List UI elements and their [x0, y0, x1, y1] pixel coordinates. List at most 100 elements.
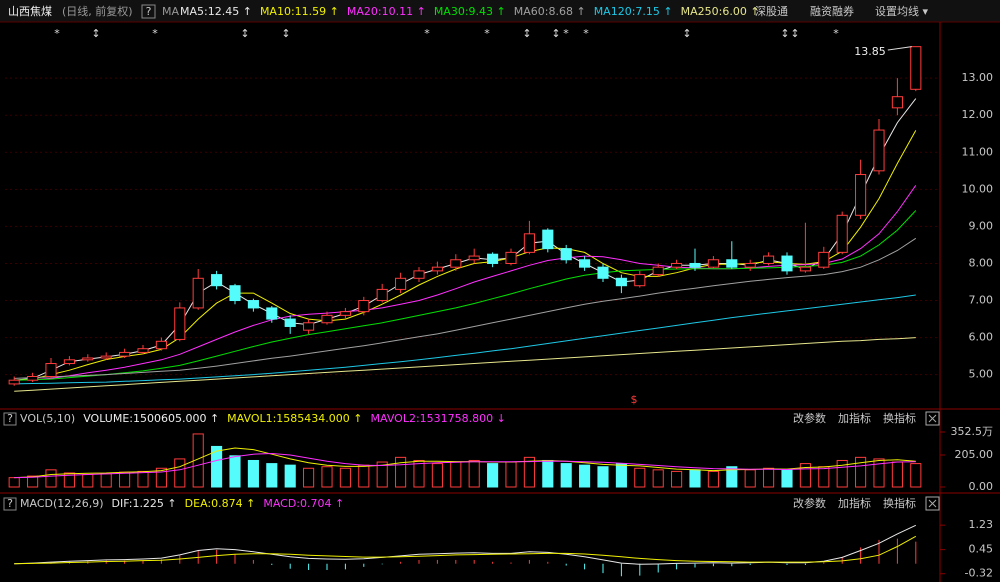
help[interactable]: ? — [7, 497, 13, 510]
event-marker: * — [833, 27, 839, 40]
candle-body — [174, 307, 186, 340]
candle-body — [505, 251, 517, 264]
candle-body — [799, 266, 811, 272]
button[interactable]: 设置均线 ▾ — [875, 4, 928, 18]
legend-entry: MA120:7.15 ↑ — [594, 5, 673, 18]
legend-entry: MA10:11.59 ↑ — [260, 5, 339, 18]
volume-bar — [119, 471, 131, 488]
panel-button[interactable]: 换指标 — [883, 496, 916, 510]
close-box[interactable] — [925, 411, 940, 426]
candle-body — [192, 277, 204, 309]
help-box[interactable] — [141, 4, 156, 19]
event-marker: * — [563, 27, 569, 40]
volume-bar — [27, 475, 39, 488]
help-box[interactable] — [3, 412, 17, 426]
volume-bar — [634, 467, 646, 488]
help[interactable]: ? — [7, 412, 13, 425]
y-tick-label: 6.00 — [969, 331, 994, 344]
candle-body — [487, 253, 499, 264]
volume-bar — [560, 463, 572, 488]
volume-bar — [450, 461, 462, 488]
legend-entry: DIF:1.225 ↑ — [112, 497, 177, 510]
candle-body — [855, 174, 867, 216]
volume-bar — [303, 467, 315, 488]
volume-bar — [100, 473, 112, 488]
y-tick-label: 10.00 — [962, 182, 994, 195]
y-tick-label: 11.00 — [962, 145, 994, 158]
volume-bar — [192, 433, 204, 488]
panel-subtitle: VOLUME:1500605.000 ↑ — [83, 412, 219, 425]
legend-entry: MAVOL1:1585434.000 ↑ — [227, 412, 362, 425]
max-label: 13.85 — [854, 45, 886, 58]
event-marker: * — [152, 27, 158, 40]
volume-bar — [211, 445, 223, 488]
button[interactable]: 深股通 — [755, 5, 788, 18]
volume-bar — [155, 467, 167, 488]
volume-bar — [836, 459, 848, 488]
ma-line — [14, 535, 917, 565]
y-tick-label: 9.00 — [969, 219, 994, 232]
panel-button[interactable]: 改参数 — [793, 411, 826, 425]
volume-bar — [45, 469, 57, 488]
candle-body — [910, 46, 922, 90]
stock-name: 山西焦煤 — [8, 5, 52, 18]
panel-button[interactable]: 加指标 — [838, 496, 871, 510]
candle-body — [542, 229, 554, 250]
close-box[interactable] — [925, 496, 940, 511]
y-tick-label: 13.00 — [962, 71, 994, 84]
candle-body — [744, 262, 756, 268]
candle-body — [339, 311, 351, 316]
volume-bar — [855, 456, 867, 488]
ma-line — [14, 524, 917, 565]
panel-button[interactable]: 改参数 — [793, 496, 826, 510]
panel-button[interactable]: 换指标 — [883, 411, 916, 425]
candle-body — [8, 379, 20, 385]
event-marker: ↕ — [551, 27, 560, 40]
volume-bar — [873, 458, 885, 488]
help[interactable]: ? — [146, 5, 152, 18]
button[interactable]: 融资融券 — [810, 4, 854, 18]
volume-bar — [137, 470, 149, 488]
candle-body — [303, 322, 315, 331]
candle-body — [707, 259, 719, 268]
candle-body — [63, 359, 75, 365]
volume-bar — [229, 455, 241, 488]
candle-body — [321, 314, 333, 324]
legend-entry: DEA:0.874 ↑ — [185, 497, 256, 510]
y-tick-label: 0.00 — [969, 480, 994, 493]
y-tick-label: 12.00 — [962, 108, 994, 121]
top-bar — [0, 0, 1000, 22]
event-marker: ↕ — [790, 27, 799, 40]
volume-bar — [523, 456, 535, 488]
candle-body — [284, 318, 296, 327]
volume-bar — [174, 458, 186, 488]
candle-body — [579, 259, 591, 268]
candle-body — [523, 233, 535, 253]
ma-line — [14, 185, 917, 381]
candle-body — [818, 251, 830, 268]
event-marker: * — [583, 27, 589, 40]
help-box[interactable] — [3, 497, 17, 511]
ma-line — [14, 452, 916, 479]
candle-body — [671, 262, 683, 268]
volume-bar — [652, 469, 664, 488]
candle-body — [468, 255, 480, 261]
volume-bar — [82, 474, 94, 488]
event-marker: $ — [631, 393, 638, 406]
y-tick-label: 352.5万 — [951, 425, 994, 438]
volume-bar — [284, 464, 296, 488]
volume-bar — [597, 466, 609, 488]
volume-bar — [321, 466, 333, 488]
y-tick-label: -0.32 — [965, 567, 993, 580]
panel-button[interactable]: 加指标 — [838, 411, 871, 425]
candle-body — [45, 363, 57, 378]
event-marker: * — [424, 27, 430, 40]
volume-bar — [505, 461, 517, 488]
candle-body — [211, 274, 223, 287]
candle-body — [450, 259, 462, 268]
candle-body — [891, 96, 903, 109]
y-tick-label: 1.23 — [969, 518, 994, 531]
volume-bar — [707, 470, 719, 488]
volume-bar — [395, 456, 407, 488]
